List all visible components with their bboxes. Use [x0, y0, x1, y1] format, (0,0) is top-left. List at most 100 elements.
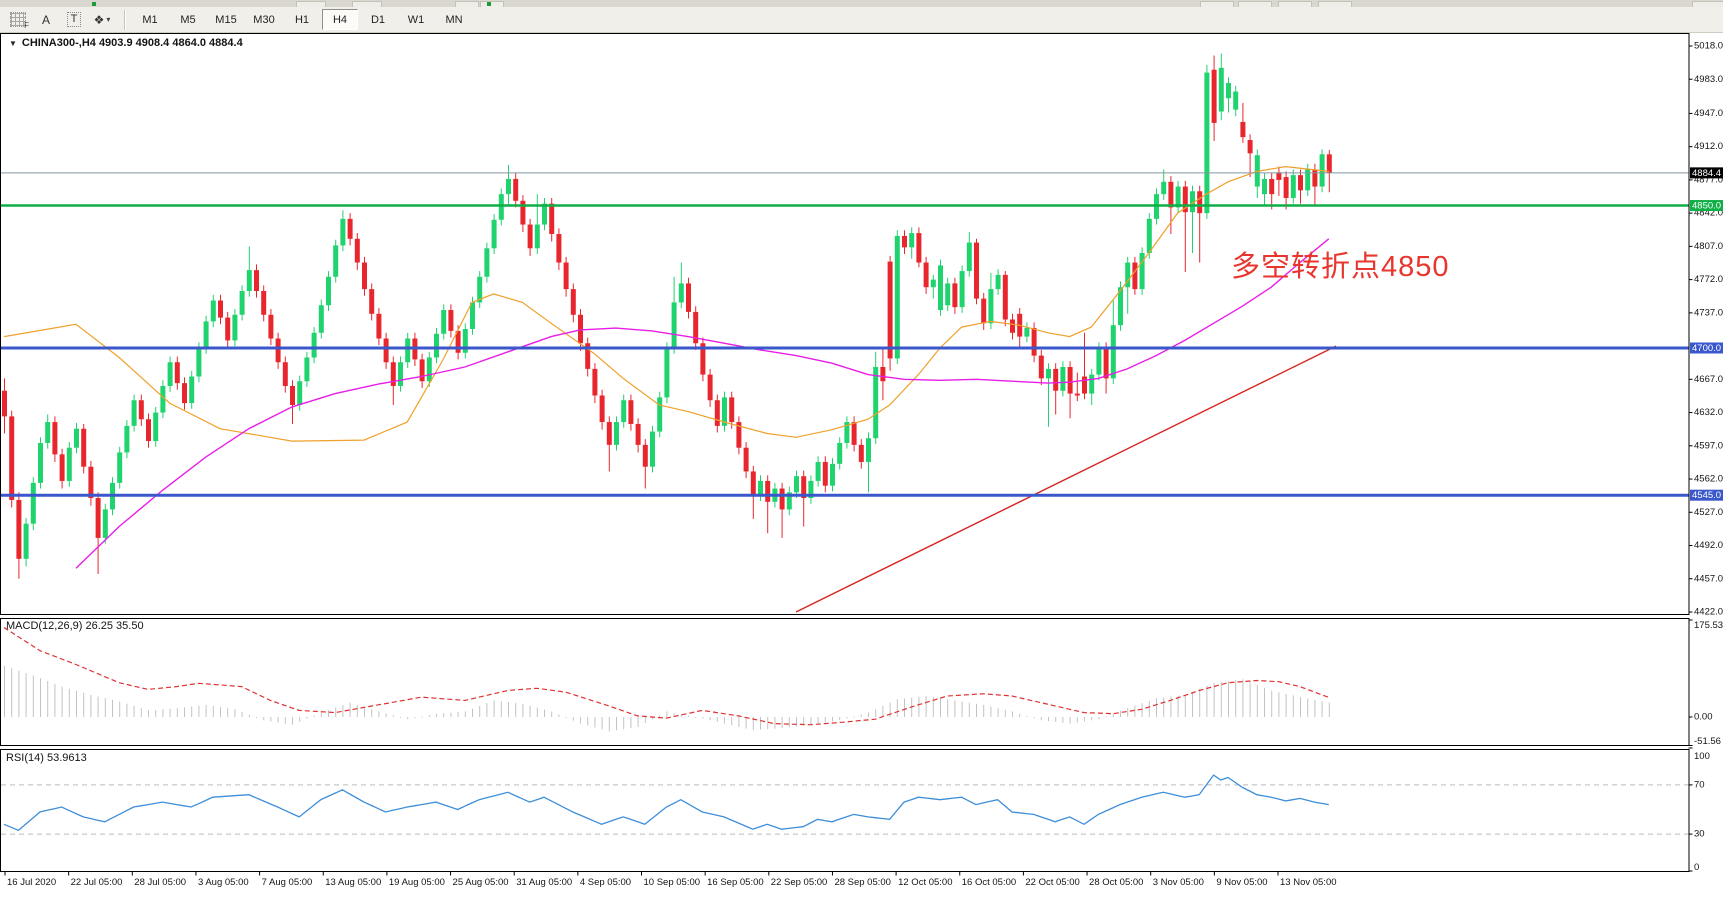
- timeframe-button-mn[interactable]: MN: [445, 13, 463, 26]
- svg-text:4527.0: 4527.0: [1694, 507, 1723, 518]
- timeframe-button-m30[interactable]: M30: [253, 13, 275, 26]
- svg-text:22 Sep 05:00: 22 Sep 05:00: [771, 877, 828, 888]
- svg-text:4492.0: 4492.0: [1694, 540, 1723, 551]
- svg-text:4457.0: 4457.0: [1694, 573, 1723, 584]
- svg-text:4850.0: 4850.0: [1692, 201, 1721, 212]
- svg-text:9 Nov 05:00: 9 Nov 05:00: [1216, 877, 1267, 888]
- cutoff-green-icon: [92, 2, 96, 6]
- macd-panel[interactable]: [0, 618, 1690, 746]
- svg-text:10 Sep 05:00: 10 Sep 05:00: [644, 877, 701, 888]
- text-box-tool-icon[interactable]: T: [61, 10, 87, 30]
- svg-text:13 Aug 05:00: 13 Aug 05:00: [325, 877, 381, 888]
- svg-text:19 Aug 05:00: 19 Aug 05:00: [389, 877, 445, 888]
- cutoff-button: [455, 1, 479, 7]
- timeframe-button-d1[interactable]: D1: [370, 13, 386, 26]
- svg-text:4884.4: 4884.4: [1692, 168, 1721, 179]
- svg-text:30: 30: [1694, 829, 1705, 840]
- cutoff-button: [1278, 1, 1312, 7]
- svg-text:28 Sep 05:00: 28 Sep 05:00: [834, 877, 891, 888]
- chart-title[interactable]: ▼ CHINA300-,H4 4903.9 4908.4 4864.0 4884…: [9, 37, 243, 49]
- ma-orange-line: [3, 165, 1329, 442]
- svg-text:4667.0: 4667.0: [1694, 374, 1723, 385]
- svg-text:16 Oct 05:00: 16 Oct 05:00: [962, 877, 1016, 888]
- svg-text:25 Aug 05:00: 25 Aug 05:00: [453, 877, 509, 888]
- macd-signal-line: [3, 626, 1330, 726]
- svg-text:70: 70: [1694, 779, 1705, 790]
- rsi-line: [3, 774, 1329, 832]
- horizontal-level-lines[interactable]: [1, 172, 1689, 497]
- svg-text:4877.0: 4877.0: [1694, 174, 1723, 185]
- rsi-panel[interactable]: [0, 749, 1690, 872]
- main-price-panel[interactable]: [0, 33, 1690, 615]
- svg-text:4422.0: 4422.0: [1694, 607, 1723, 618]
- cutoff-button: [1318, 1, 1352, 7]
- svg-text:4842.0: 4842.0: [1694, 208, 1723, 219]
- svg-text:4597.0: 4597.0: [1694, 440, 1723, 451]
- red-trendline[interactable]: [795, 345, 1337, 613]
- toolbar-separator: [124, 9, 125, 30]
- timeframe-button-m1[interactable]: M1: [142, 13, 158, 26]
- cutoff-button: [1200, 1, 1234, 7]
- svg-text:175.53: 175.53: [1694, 620, 1723, 631]
- rsi-indicator-label: RSI(14) 53.9613: [6, 752, 87, 764]
- chart-title-text: CHINA300-,H4 4903.9 4908.4 4864.0 4884.4: [21, 37, 243, 49]
- svg-text:3 Aug 05:00: 3 Aug 05:00: [198, 877, 249, 888]
- svg-text:3 Nov 05:00: 3 Nov 05:00: [1153, 877, 1204, 888]
- svg-text:31 Aug 05:00: 31 Aug 05:00: [516, 877, 572, 888]
- svg-text:4562.0: 4562.0: [1694, 474, 1723, 485]
- svg-text:4807.0: 4807.0: [1694, 241, 1723, 252]
- svg-text:5018.0: 5018.0: [1694, 41, 1723, 52]
- svg-text:4 Sep 05:00: 4 Sep 05:00: [580, 877, 631, 888]
- time-axis[interactable]: 16 Jul 2020 22 Jul 05:00 28 Jul 05:00 3 Aug…: [4, 871, 1337, 889]
- price-tag-boxes: 4884.4 4850.0 4700.0 4545.0: [1690, 167, 1723, 501]
- svg-text:4737.0: 4737.0: [1694, 307, 1723, 318]
- price-axis[interactable]: 5018.0 4983.0 4947.0 4912.0 4877.0 4842.0 4807…: [1688, 41, 1723, 618]
- cutoff-green-icon: [487, 2, 491, 6]
- svg-text:22 Jul 05:00: 22 Jul 05:00: [71, 877, 123, 888]
- svg-text:16 Sep 05:00: 16 Sep 05:00: [707, 877, 764, 888]
- cutoff-button: [480, 1, 504, 7]
- fibo-grid-tool-icon[interactable]: F: [5, 10, 31, 30]
- macd-indicator-label: MACD(12,26,9) 26.25 35.50: [6, 620, 144, 632]
- ma-magenta-line: [75, 238, 1330, 569]
- cutoff-button: [352, 1, 382, 7]
- svg-text:7 Aug 05:00: 7 Aug 05:00: [262, 877, 313, 888]
- svg-text:0.00: 0.00: [1694, 712, 1713, 723]
- timeframe-button-h1[interactable]: H1: [294, 13, 310, 26]
- text-label-tool-icon[interactable]: A: [41, 12, 50, 27]
- svg-text:100: 100: [1694, 751, 1710, 762]
- svg-text:4545.0: 4545.0: [1692, 490, 1721, 501]
- cutoff-button: [1238, 1, 1272, 7]
- macd-histogram: [4, 665, 1330, 732]
- symbol-dropdown-icon[interactable]: ▼: [9, 38, 17, 48]
- macd-axis[interactable]: 175.53 0.00 -51.56: [1688, 619, 1723, 747]
- cutoff-button: [1692, 1, 1723, 7]
- rsi-axis[interactable]: 100 70 30 0: [1688, 747, 1710, 873]
- svg-text:4700.0: 4700.0: [1692, 343, 1721, 354]
- svg-text:4632.0: 4632.0: [1694, 407, 1723, 418]
- svg-text:4947.0: 4947.0: [1694, 108, 1723, 119]
- rsi-level-lines: [1, 784, 1689, 835]
- svg-text:28 Jul 05:00: 28 Jul 05:00: [134, 877, 186, 888]
- annotation-text[interactable]: 多空转折点4850: [1231, 251, 1450, 283]
- svg-text:-51.56: -51.56: [1694, 736, 1721, 747]
- timeframe-button-m15[interactable]: M15: [215, 13, 237, 26]
- svg-text:4912.0: 4912.0: [1694, 141, 1723, 152]
- candles-layer: [2, 53, 1332, 579]
- cutoff-button: [296, 1, 326, 7]
- svg-text:12 Oct 05:00: 12 Oct 05:00: [898, 877, 952, 888]
- svg-text:4772.0: 4772.0: [1694, 274, 1723, 285]
- chart-toolbar: F A T ❖ ▾ M1 M5 M15 M30 H1 H4 D1 W1 MN: [0, 7, 1723, 33]
- svg-text:0: 0: [1694, 862, 1699, 873]
- timeframe-button-w1[interactable]: W1: [407, 13, 425, 26]
- timeframe-button-h4[interactable]: H4: [322, 9, 358, 30]
- timeframe-button-m5[interactable]: M5: [180, 13, 196, 26]
- arrow-shapes-tool-icon[interactable]: ❖ ▾: [93, 12, 111, 27]
- svg-text:13 Nov 05:00: 13 Nov 05:00: [1280, 877, 1337, 888]
- svg-text:4983.0: 4983.0: [1694, 74, 1723, 85]
- svg-text:16 Jul 2020: 16 Jul 2020: [7, 877, 56, 888]
- svg-text:28 Oct 05:00: 28 Oct 05:00: [1089, 877, 1143, 888]
- svg-text:22 Oct 05:00: 22 Oct 05:00: [1025, 877, 1079, 888]
